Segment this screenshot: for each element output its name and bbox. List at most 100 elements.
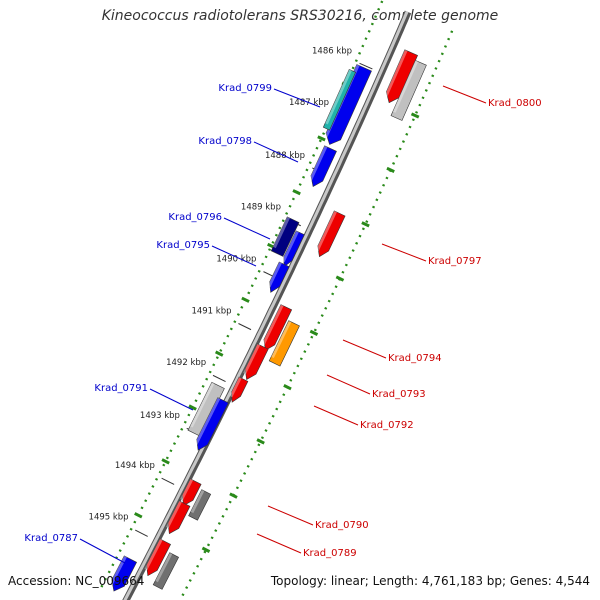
gene-krad-0795b[interactable]: [269, 261, 290, 293]
gene-krad-0800-shade: [384, 49, 408, 98]
strand-dash-mark: [361, 221, 370, 228]
leader-line: [381, 243, 427, 262]
leader-line: [273, 88, 321, 108]
strand-dash-mark: [161, 458, 170, 465]
gene-krad-0790[interactable]: [181, 478, 202, 507]
gene-krad-0791-shade: [194, 397, 221, 445]
gene-krad-0800-silver-shade: [392, 60, 419, 113]
strand-dash-mark: [317, 135, 326, 142]
gene-label-krad-0795[interactable]: Krad_0795: [156, 240, 210, 251]
kbp-tick-label: 1495 kbp: [89, 513, 129, 523]
gene-krad-0787-shade: [109, 555, 127, 586]
leader-line: [326, 374, 371, 395]
gene-krad-0795b-shade: [267, 262, 282, 288]
leader-line: [313, 405, 359, 426]
gene-label-krad-0791[interactable]: Krad_0791: [94, 383, 148, 394]
gene-krad-0793-shade: [243, 343, 261, 375]
leader-line: [253, 141, 299, 163]
gene-krad-0791-silver-shade: [190, 382, 215, 428]
gene-krad-0800[interactable]: [385, 49, 418, 104]
strand-dash-mark: [241, 296, 250, 303]
gene-label-krad-0796[interactable]: Krad_0796: [168, 212, 222, 223]
gene-label-krad-0797[interactable]: Krad_0797: [428, 256, 482, 267]
gene-krad-0794[interactable]: [263, 304, 293, 351]
gene-krad-0799-teal[interactable]: [322, 69, 356, 131]
kbp-tick-label: 1486 kbp: [312, 47, 352, 57]
kbp-tick-label: 1491 kbp: [191, 306, 231, 316]
gene-krad-0787[interactable]: [111, 555, 138, 592]
kbp-tick-mark: [134, 529, 148, 537]
accession-text: Accession: NC_009664: [8, 574, 145, 588]
kbp-tick-mark: [161, 477, 175, 485]
strand-dash-mark: [292, 189, 301, 196]
gene-krad-0789[interactable]: [146, 538, 172, 577]
gene-label-krad-0790[interactable]: Krad_0790: [315, 520, 369, 531]
gene-krad-0793[interactable]: [244, 343, 269, 380]
strand-dash-mark: [214, 350, 224, 357]
gene-label-krad-0793[interactable]: Krad_0793: [372, 389, 426, 400]
gene-krad-0798[interactable]: [310, 145, 337, 187]
gene-label-krad-0787[interactable]: Krad_0787: [24, 533, 78, 544]
gene-krad-0791[interactable]: [196, 397, 229, 451]
gene-krad-0789-shade: [144, 538, 163, 571]
axis-line-shadow: [122, 10, 412, 600]
gene-krad-0790-grey-shade: [190, 489, 205, 514]
gene-krad-0795[interactable]: [283, 230, 305, 268]
kbp-tick-label: 1494 kbp: [115, 461, 155, 471]
gene-krad-0789-grey-shade: [155, 552, 173, 583]
gene-label-krad-0798[interactable]: Krad_0798: [198, 136, 252, 147]
leader-line: [442, 85, 487, 104]
gene-krad-0794-orange[interactable]: [268, 320, 300, 367]
kbp-tick-label: 1489 kbp: [241, 203, 281, 213]
kbp-tick-label: 1490 kbp: [216, 254, 256, 264]
gene-krad-0794-orange-shade: [271, 320, 292, 359]
axis-line-highlight: [123, 11, 409, 600]
kbp-tick-label: 1492 kbp: [166, 358, 206, 368]
gene-label-krad-0799[interactable]: Krad_0799: [218, 83, 272, 94]
kbp-tick-mark: [212, 374, 226, 383]
gene-krad-0795-shade: [281, 230, 299, 263]
strand-dash-mark: [309, 329, 319, 336]
kbp-tick-mark: [238, 323, 252, 331]
leader-line: [149, 388, 194, 411]
strand-dash-mark: [256, 438, 265, 445]
gene-krad-0792[interactable]: [231, 376, 249, 403]
label-leader-lines: [79, 85, 487, 564]
leader-line: [342, 339, 387, 359]
leader-line: [211, 245, 257, 267]
gene-krad-0796[interactable]: [270, 216, 300, 257]
gene-krad-0797[interactable]: [317, 210, 346, 258]
gene-label-krad-0792[interactable]: Krad_0792: [360, 420, 414, 431]
gene-label-krad-0800[interactable]: Krad_0800: [488, 98, 542, 109]
strand-dash-mark: [201, 546, 211, 553]
genome-summary-text: Topology: linear; Length: 4,761,183 bp; …: [270, 574, 590, 588]
genome-axis: [122, 10, 412, 600]
gene-krad-0790b-shade: [166, 500, 182, 529]
leader-line: [223, 217, 271, 240]
gene-krad-0797-shade: [315, 210, 337, 252]
strand-dash-mark: [386, 166, 395, 173]
gene-features[interactable]: [109, 49, 427, 592]
gene-label-krad-0789[interactable]: Krad_0789: [303, 548, 357, 559]
gene-krad-0800-silver[interactable]: [390, 60, 427, 121]
strand-dash-mark: [229, 492, 238, 499]
gene-label-krad-0794[interactable]: Krad_0794: [388, 353, 442, 364]
kbp-tick-label: 1493 kbp: [140, 411, 180, 421]
gene-krad-0794-shade: [262, 304, 284, 345]
gene-krad-0790b[interactable]: [167, 500, 191, 535]
gene-krad-0790-shade: [180, 478, 194, 501]
gene-krad-0792-shade: [229, 377, 242, 398]
strand-dash-mark: [410, 112, 420, 119]
gene-labels[interactable]: Krad_0799 Krad_0798 Krad_0796 Krad_0795 Krad…: [24, 83, 541, 559]
genome-title: Kineococcus radiotolerans SRS30216, comp…: [101, 8, 499, 24]
gene-krad-0790-grey[interactable]: [188, 489, 212, 521]
leader-line: [267, 505, 314, 526]
leader-line: [256, 533, 302, 554]
strand-dash-mark: [283, 384, 292, 391]
gene-krad-0789-grey[interactable]: [152, 552, 180, 590]
strand-dash-mark: [188, 404, 197, 411]
strand-dash-mark: [335, 275, 345, 282]
kbp-tick-mark: [359, 62, 373, 70]
